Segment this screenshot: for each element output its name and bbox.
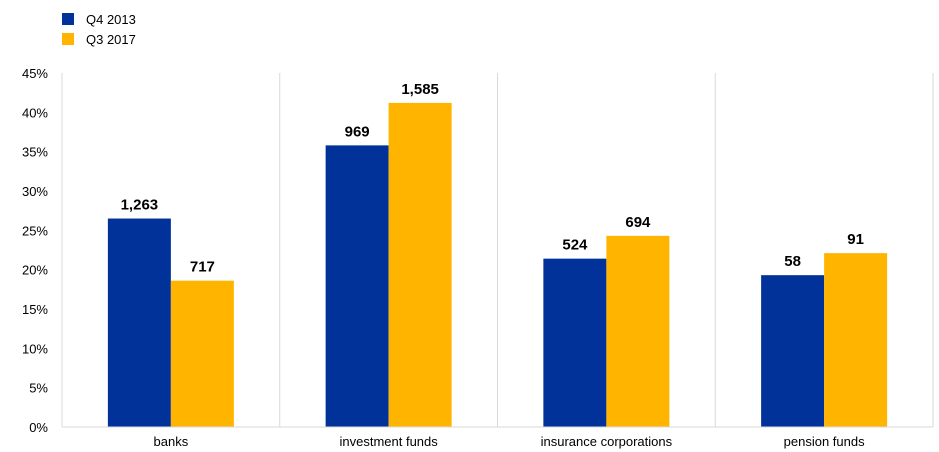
legend-swatch-0 bbox=[62, 13, 74, 25]
x-category-label: banks bbox=[154, 434, 189, 449]
bar-q3-2017-banks bbox=[170, 280, 234, 427]
data-label: 91 bbox=[847, 231, 864, 248]
y-tick-label: 20% bbox=[22, 263, 48, 278]
y-tick-label: 0% bbox=[29, 420, 48, 435]
y-tick-label: 35% bbox=[22, 145, 48, 160]
bar-q3-2017-pension-funds bbox=[824, 253, 888, 427]
y-tick-label: 5% bbox=[29, 381, 48, 396]
data-labels: 1,263 717 969 1,585 524 694 58 91 bbox=[121, 81, 864, 276]
legend-label-1: Q3 2017 bbox=[86, 32, 136, 47]
x-category-label: investment funds bbox=[339, 434, 438, 449]
legend: Q4 2013 Q3 2017 bbox=[62, 12, 136, 47]
data-label: 717 bbox=[190, 259, 215, 276]
y-tick-label: 10% bbox=[22, 341, 48, 356]
data-label: 969 bbox=[345, 123, 370, 140]
y-tick-label: 45% bbox=[22, 66, 48, 81]
bar-q4-2013-pension-funds bbox=[761, 275, 825, 427]
grid-lines bbox=[279, 73, 934, 427]
y-axis: 0% 5% 10% 15% 20% 25% 30% 35% 40% 45% bbox=[22, 66, 63, 435]
bars bbox=[107, 102, 888, 427]
bar-q3-2017-investment-funds bbox=[388, 102, 452, 427]
y-tick-label: 30% bbox=[22, 184, 48, 199]
data-label: 524 bbox=[562, 237, 588, 254]
legend-label-0: Q4 2013 bbox=[86, 12, 136, 27]
y-tick-label: 15% bbox=[22, 302, 48, 317]
bar-q3-2017-insurance-corporations bbox=[606, 235, 670, 427]
x-category-label: insurance corporations bbox=[541, 434, 673, 449]
data-label: 58 bbox=[784, 253, 801, 270]
data-label: 1,263 bbox=[121, 197, 159, 214]
data-label: 694 bbox=[625, 214, 651, 231]
x-axis: banks investment funds insurance corporati… bbox=[62, 426, 933, 449]
data-label: 1,585 bbox=[401, 81, 439, 98]
bar-q4-2013-insurance-corporations bbox=[543, 258, 607, 427]
y-tick-label: 40% bbox=[22, 105, 48, 120]
legend-swatch-1 bbox=[62, 33, 74, 45]
bar-q4-2013-investment-funds bbox=[325, 145, 389, 427]
y-tick-label: 25% bbox=[22, 223, 48, 238]
bar-q4-2013-banks bbox=[107, 218, 171, 427]
x-category-label: pension funds bbox=[784, 434, 865, 449]
